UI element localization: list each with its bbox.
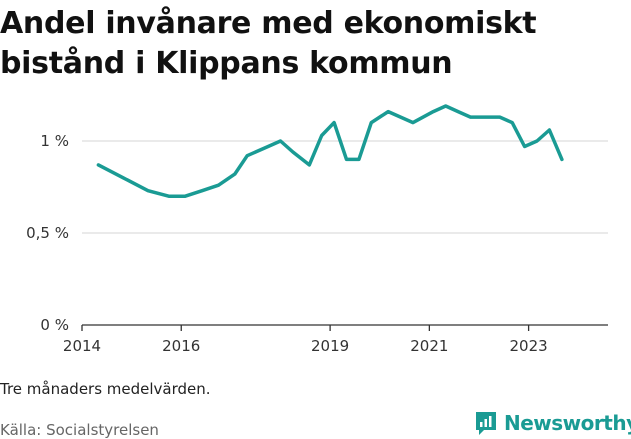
series-line: [96, 104, 564, 198]
x-axis-labels: 2014 2016 2019 2021 2023: [63, 337, 548, 355]
brand-logo[interactable]: Newsworthy: [474, 408, 631, 438]
x-tick-label: 2016: [162, 337, 200, 355]
brand-name: Newsworthy: [504, 411, 631, 435]
chart-title: Andel invånare med ekonomiskt bistånd i …: [0, 6, 537, 81]
y-axis: 0 % 0,5 % 1 %: [26, 132, 69, 334]
series: [96, 104, 564, 198]
x-tick-label: 2021: [410, 337, 448, 355]
x-axis: [81, 324, 608, 331]
x-tick-label: 2023: [510, 337, 548, 355]
newsworthy-logo-icon: [476, 412, 496, 435]
chart-note: Tre månaders medelvärden.: [0, 380, 211, 398]
y-tick-label: 0,5 %: [26, 224, 69, 242]
x-tick-label: 2014: [63, 337, 101, 355]
y-tick-label: 0 %: [40, 316, 69, 334]
x-tick-label: 2019: [311, 337, 349, 355]
line-chart: 0 % 0,5 % 1 % 2014 2016 2019 2021 2023: [26, 104, 608, 355]
source-credit: Källa: Socialstyrelsen: [0, 421, 159, 439]
y-tick-label: 1 %: [40, 132, 69, 150]
